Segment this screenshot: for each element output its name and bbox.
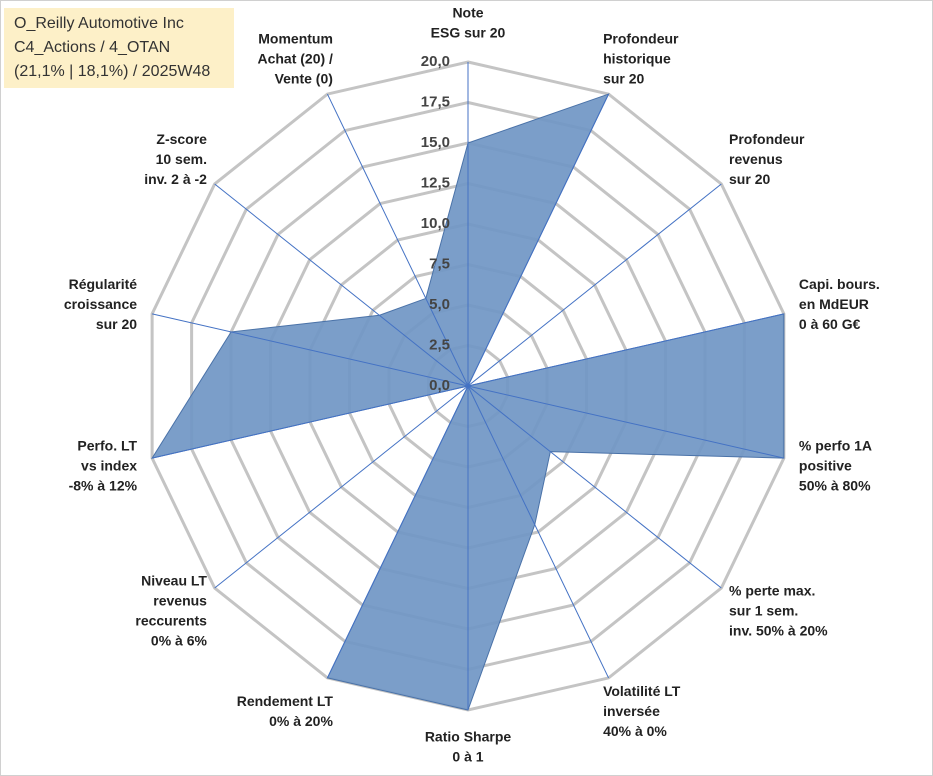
axis-label: croissance — [64, 296, 137, 312]
spoke — [467, 183, 722, 387]
axis-label: vs index — [81, 457, 137, 473]
title-box — [4, 8, 234, 88]
spoke — [467, 93, 610, 387]
axis-label: Ratio Sharpe — [425, 729, 512, 745]
axis-label: Z-score — [156, 131, 207, 147]
axis-label: inv. 2 à -2 — [144, 171, 207, 187]
axis-label: 0 à 60 G€ — [799, 316, 861, 332]
axis-label: Volatilité LT — [603, 683, 681, 699]
tick-label: 2,5 — [429, 336, 450, 353]
axis-label: positive — [799, 457, 852, 473]
axis-label: -8% à 12% — [69, 477, 138, 493]
spoke — [467, 385, 722, 589]
tick-label: 20,0 — [421, 53, 450, 70]
tick-label: 17,5 — [421, 93, 450, 110]
axis-label: 0% à 6% — [151, 632, 208, 648]
axis-label: ESG sur 20 — [431, 25, 506, 41]
tick-label: 15,0 — [421, 134, 450, 151]
spoke — [326, 385, 469, 679]
spoke — [467, 385, 610, 679]
spoke — [152, 385, 469, 459]
tick-label: 5,0 — [429, 296, 450, 313]
axis-label: % perte max. — [729, 582, 815, 598]
axis-label: revenus — [729, 151, 783, 167]
axis-label: revenus — [153, 592, 207, 608]
tick-label: 0,0 — [429, 377, 450, 394]
chart-title: O_Reilly Automotive Inc — [14, 15, 184, 32]
spoke — [214, 385, 469, 589]
axis-label: Vente (0) — [275, 71, 333, 87]
axis-label: Régularité — [69, 276, 138, 292]
axis-label: inv. 50% à 20% — [729, 622, 828, 638]
chart-title: C4_Actions / 4_OTAN — [14, 39, 170, 56]
tick-label: 7,5 — [429, 255, 450, 272]
axis-label: 0 à 1 — [452, 749, 483, 765]
axis-label: 10 sem. — [156, 151, 207, 167]
axis-label: Profondeur — [603, 31, 679, 47]
axis-label: Note — [452, 5, 483, 21]
spoke — [467, 385, 784, 459]
tick-label: 12,5 — [421, 174, 450, 191]
spoke — [152, 313, 469, 387]
chart-title: (21,1% | 18,1%) / 2025W48 — [14, 63, 210, 80]
axis-label: historique — [603, 51, 671, 67]
axis-label: 0% à 20% — [269, 713, 333, 729]
axis-label: sur 1 sem. — [729, 602, 798, 618]
axis-label: reccurents — [135, 612, 207, 628]
axis-label: 50% à 80% — [799, 477, 871, 493]
axis-label: % perfo 1A — [799, 437, 872, 453]
axis-label: sur 20 — [603, 71, 644, 87]
axis-label: Rendement LT — [237, 693, 334, 709]
axis-label: Momentum — [258, 31, 333, 47]
axis-label: Capi. bours. — [799, 276, 880, 292]
spoke — [467, 313, 784, 387]
spoke — [214, 183, 469, 387]
axis-label: Perfo. LT — [77, 437, 137, 453]
axis-label: sur 20 — [729, 171, 770, 187]
axis-label: Niveau LT — [141, 572, 207, 588]
axis-label: en MdEUR — [799, 296, 869, 312]
spoke — [326, 93, 469, 387]
axis-label: sur 20 — [96, 316, 137, 332]
axis-label: Achat (20) / — [257, 51, 333, 67]
tick-label: 10,0 — [421, 215, 450, 232]
axis-label: inversée — [603, 703, 660, 719]
axis-label: Profondeur — [729, 131, 805, 147]
axis-label: 40% à 0% — [603, 723, 667, 739]
